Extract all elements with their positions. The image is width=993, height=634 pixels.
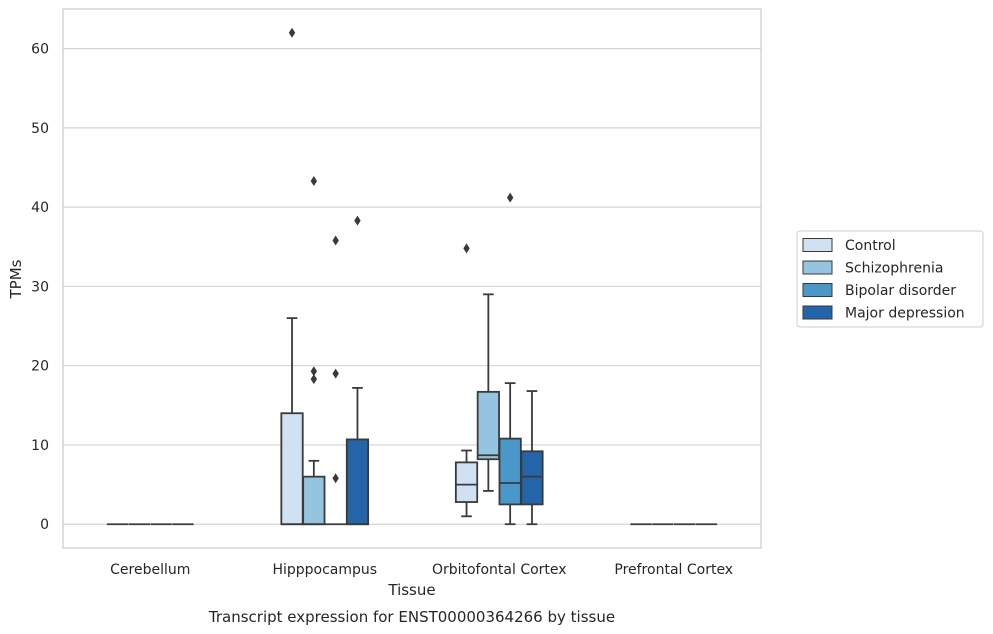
legend-label: Control — [845, 238, 896, 254]
x-tick-label: Cerebellum — [110, 562, 190, 578]
outlier-point — [310, 374, 318, 385]
box-bipolar-disorder — [324, 235, 347, 526]
legend-swatch — [802, 238, 833, 252]
y-tick-label: 10 — [31, 438, 49, 454]
box-major-depression — [520, 390, 544, 526]
x-axis-ticks: Cerebellum Hipppocampus Orbitofontal Corte… — [110, 562, 733, 578]
x-tick-label: Hipppocampus — [272, 562, 377, 578]
x-axis-label: Tissue — [387, 581, 435, 599]
y-tick-label: 30 — [31, 279, 49, 295]
y-tick-label: 50 — [31, 121, 49, 137]
box-iqr — [498, 437, 522, 506]
outlier-point — [354, 215, 361, 226]
legend: Control Schizophrenia Bipolar disorder Majo… — [796, 230, 984, 328]
x-tick-label: Orbitofontal Cortex — [432, 562, 567, 578]
y-axis-label: TPMs — [7, 259, 25, 299]
box-iqr — [280, 412, 304, 526]
outlier-point — [310, 366, 318, 377]
outlier-point — [288, 27, 296, 38]
box-schizophrenia — [302, 176, 326, 526]
boxes — [106, 27, 718, 526]
box-iqr — [520, 450, 544, 506]
box-iqr — [345, 438, 370, 526]
y-tick-label: 20 — [31, 359, 49, 375]
legend-swatch — [802, 260, 833, 275]
legend-frame — [796, 230, 984, 328]
y-tick-label: 40 — [31, 200, 49, 216]
outlier-point — [332, 235, 339, 246]
outlier-point — [463, 243, 470, 254]
legend-items: Control Schizophrenia Bipolar disorder Majo… — [802, 238, 965, 322]
y-tick-label: 0 — [40, 517, 49, 533]
box-major-depression — [345, 215, 370, 526]
legend-label: Major depression — [845, 306, 965, 322]
chart-title: Transcript expression for ENST0000036426… — [208, 608, 615, 626]
outlier-point — [332, 368, 339, 379]
box-iqr — [454, 461, 479, 503]
outlier-point — [332, 473, 339, 484]
legend-swatch — [802, 305, 833, 320]
box-iqr — [476, 390, 500, 461]
box-schizophrenia — [476, 293, 500, 492]
outlier-point — [506, 192, 514, 203]
box-control — [280, 27, 304, 526]
gridlines — [63, 48, 761, 525]
y-tick-label: 60 — [31, 42, 49, 58]
box-bipolar-disorder — [498, 192, 522, 526]
legend-label: Schizophrenia — [845, 261, 943, 277]
outlier-point — [310, 176, 318, 187]
box-control — [454, 243, 479, 518]
x-tick-label: Prefrontal Cortex — [614, 562, 733, 578]
plot-area-frame — [62, 8, 762, 549]
box-iqr — [302, 475, 326, 526]
y-axis-ticks: 0 10 20 30 40 50 60 — [31, 42, 49, 534]
legend-label: Bipolar disorder — [845, 283, 956, 299]
legend-swatch — [802, 283, 833, 297]
